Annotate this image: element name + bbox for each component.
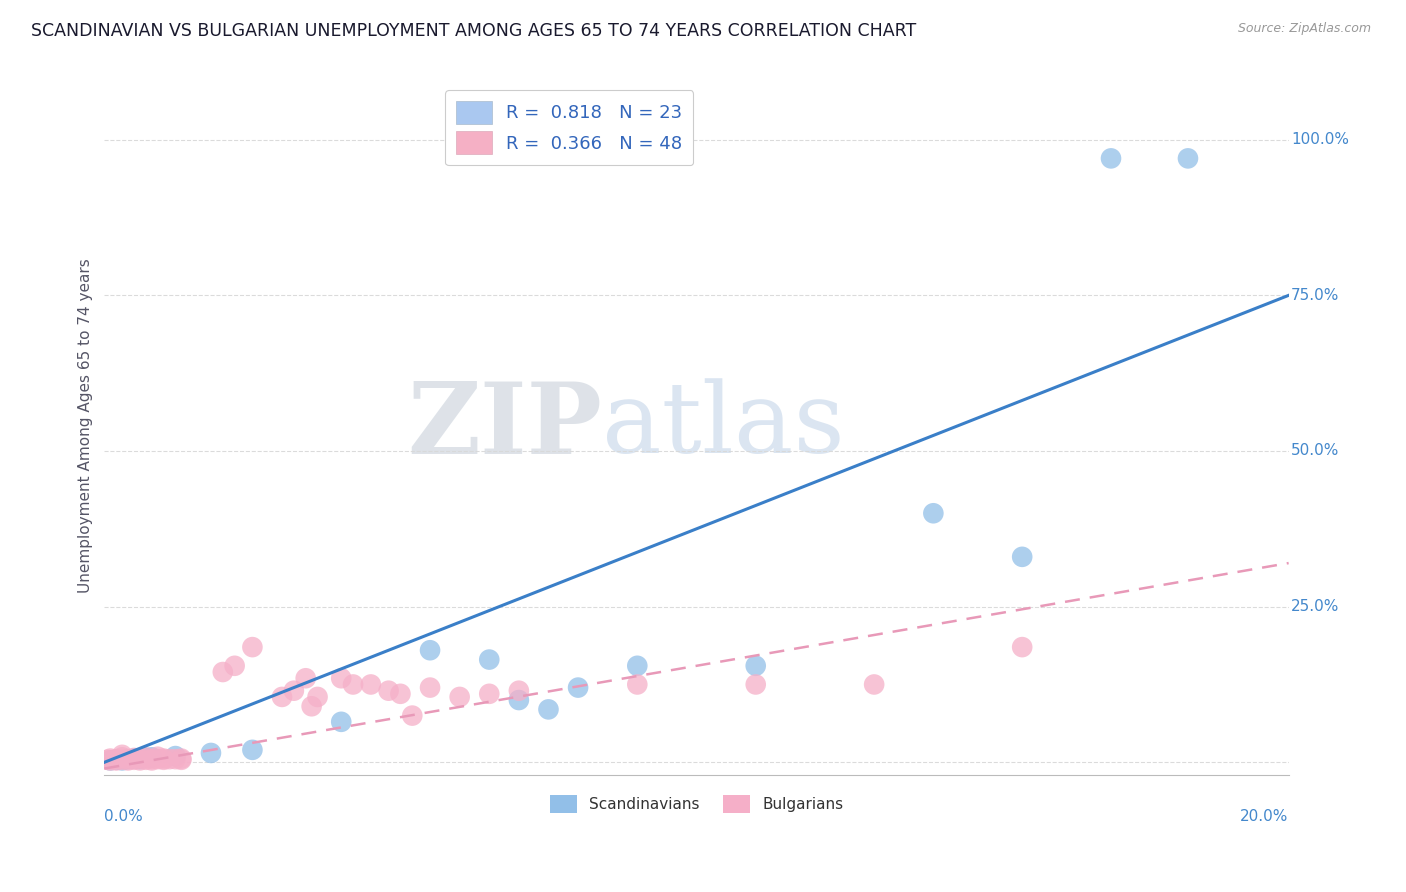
Point: [122, 751, 145, 765]
Point: [537, 702, 560, 716]
Point: [389, 687, 412, 701]
Point: [111, 750, 134, 764]
Point: [478, 687, 501, 701]
Point: [626, 677, 648, 691]
Point: [283, 683, 305, 698]
Point: [211, 665, 233, 679]
Point: [242, 640, 264, 654]
Text: 75.0%: 75.0%: [1291, 288, 1340, 303]
Text: SCANDINAVIAN VS BULGARIAN UNEMPLOYMENT AMONG AGES 65 TO 74 YEARS CORRELATION CHA: SCANDINAVIAN VS BULGARIAN UNEMPLOYMENT A…: [31, 22, 917, 40]
Point: [170, 751, 193, 765]
Point: [111, 747, 134, 762]
Point: [111, 754, 134, 768]
Text: 20.0%: 20.0%: [1240, 809, 1289, 824]
Point: [98, 754, 121, 768]
Point: [508, 683, 530, 698]
Point: [922, 506, 945, 520]
Point: [135, 753, 157, 767]
Point: [271, 690, 294, 704]
Text: 100.0%: 100.0%: [1291, 132, 1348, 147]
Point: [117, 752, 139, 766]
Point: [863, 677, 886, 691]
Point: [117, 754, 139, 768]
Text: Source: ZipAtlas.com: Source: ZipAtlas.com: [1237, 22, 1371, 36]
Point: [135, 751, 157, 765]
Point: [330, 714, 353, 729]
Point: [419, 681, 441, 695]
Point: [141, 750, 163, 764]
Point: [117, 752, 139, 766]
Point: [342, 677, 364, 691]
Point: [159, 752, 181, 766]
Point: [146, 749, 169, 764]
Point: [330, 671, 353, 685]
Point: [401, 708, 423, 723]
Point: [1011, 640, 1033, 654]
Point: [744, 677, 766, 691]
Point: [165, 749, 187, 764]
Point: [135, 750, 157, 764]
Point: [294, 671, 316, 685]
Point: [170, 753, 193, 767]
Point: [419, 643, 441, 657]
Point: [449, 690, 471, 704]
Point: [122, 753, 145, 767]
Point: [200, 746, 222, 760]
Point: [141, 752, 163, 766]
Point: [744, 658, 766, 673]
Point: [96, 753, 118, 767]
Point: [626, 658, 648, 673]
Point: [1011, 549, 1033, 564]
Point: [129, 751, 152, 765]
Legend: Scandinavians, Bulgarians: Scandinavians, Bulgarians: [543, 789, 849, 820]
Point: [1177, 152, 1199, 166]
Point: [98, 754, 121, 768]
Point: [1099, 152, 1122, 166]
Point: [478, 652, 501, 666]
Point: [111, 753, 134, 767]
Point: [377, 683, 399, 698]
Text: atlas: atlas: [602, 378, 845, 474]
Point: [224, 658, 246, 673]
Text: 25.0%: 25.0%: [1291, 599, 1340, 615]
Point: [146, 752, 169, 766]
Point: [307, 690, 329, 704]
Text: ZIP: ZIP: [406, 377, 602, 475]
Point: [141, 754, 163, 768]
Point: [242, 743, 264, 757]
Point: [508, 693, 530, 707]
Point: [98, 751, 121, 765]
Point: [122, 751, 145, 765]
Point: [105, 753, 128, 767]
Point: [360, 677, 382, 691]
Point: [129, 752, 152, 766]
Point: [152, 751, 174, 765]
Text: 0.0%: 0.0%: [104, 809, 143, 824]
Y-axis label: Unemployment Among Ages 65 to 74 years: Unemployment Among Ages 65 to 74 years: [79, 259, 93, 593]
Point: [105, 752, 128, 766]
Point: [152, 753, 174, 767]
Point: [129, 754, 152, 768]
Text: 50.0%: 50.0%: [1291, 443, 1340, 458]
Point: [105, 754, 128, 768]
Point: [567, 681, 589, 695]
Point: [165, 752, 187, 766]
Point: [301, 699, 323, 714]
